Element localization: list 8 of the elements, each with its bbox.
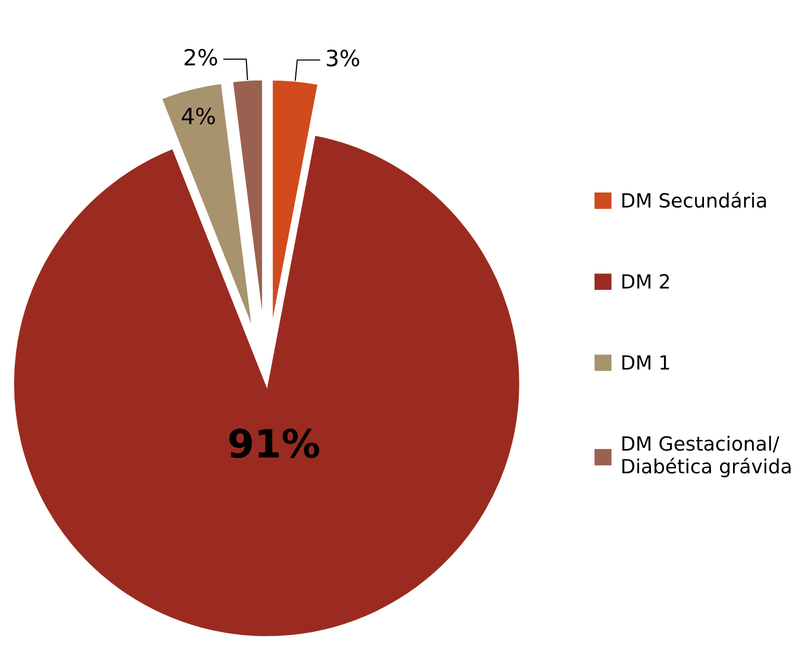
data-label: 91%: [229, 428, 320, 458]
legend-label: DM Secundária: [622, 192, 766, 208]
legend-label: DM 1: [622, 355, 670, 370]
legend-label: DM Gestacional/ Diabética grávida: [622, 436, 791, 478]
data-label: 4%: [182, 108, 215, 124]
data-label: 3%: [326, 50, 360, 66]
data-label: 2%: [184, 48, 218, 66]
legend-label: DM 2: [622, 274, 669, 288]
